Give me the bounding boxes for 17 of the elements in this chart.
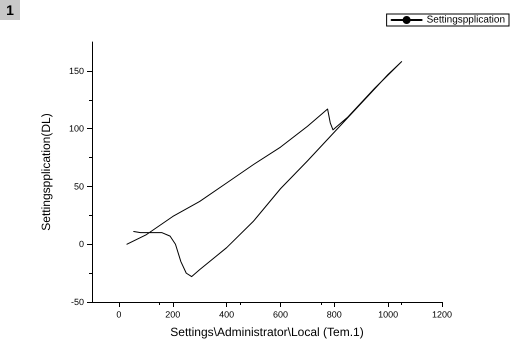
x-tick-label: 1200 xyxy=(432,310,452,320)
x-tick-label: 600 xyxy=(272,310,288,320)
x-tick-label: 400 xyxy=(219,310,234,320)
legend-label: Settingspplication xyxy=(426,14,506,26)
x-axis-title: Settings\Administrator\Local (Tem.1) xyxy=(170,325,364,339)
x-tick-label: 200 xyxy=(165,310,180,320)
y-tick-label: 150 xyxy=(68,66,84,76)
y-axis-title: Settingspplication(DL) xyxy=(39,113,53,231)
y-tick-label: 0 xyxy=(78,239,84,250)
x-tick-label: 800 xyxy=(326,310,342,320)
text: 1 xyxy=(0,0,20,20)
y-tick-label: -50 xyxy=(70,297,84,307)
x-tick-label: 0 xyxy=(116,310,122,320)
y-tick-label: 100 xyxy=(68,124,84,134)
y-tick-label: 50 xyxy=(74,181,84,192)
x-tick-label: 1000 xyxy=(378,310,398,320)
line-series xyxy=(126,61,402,278)
